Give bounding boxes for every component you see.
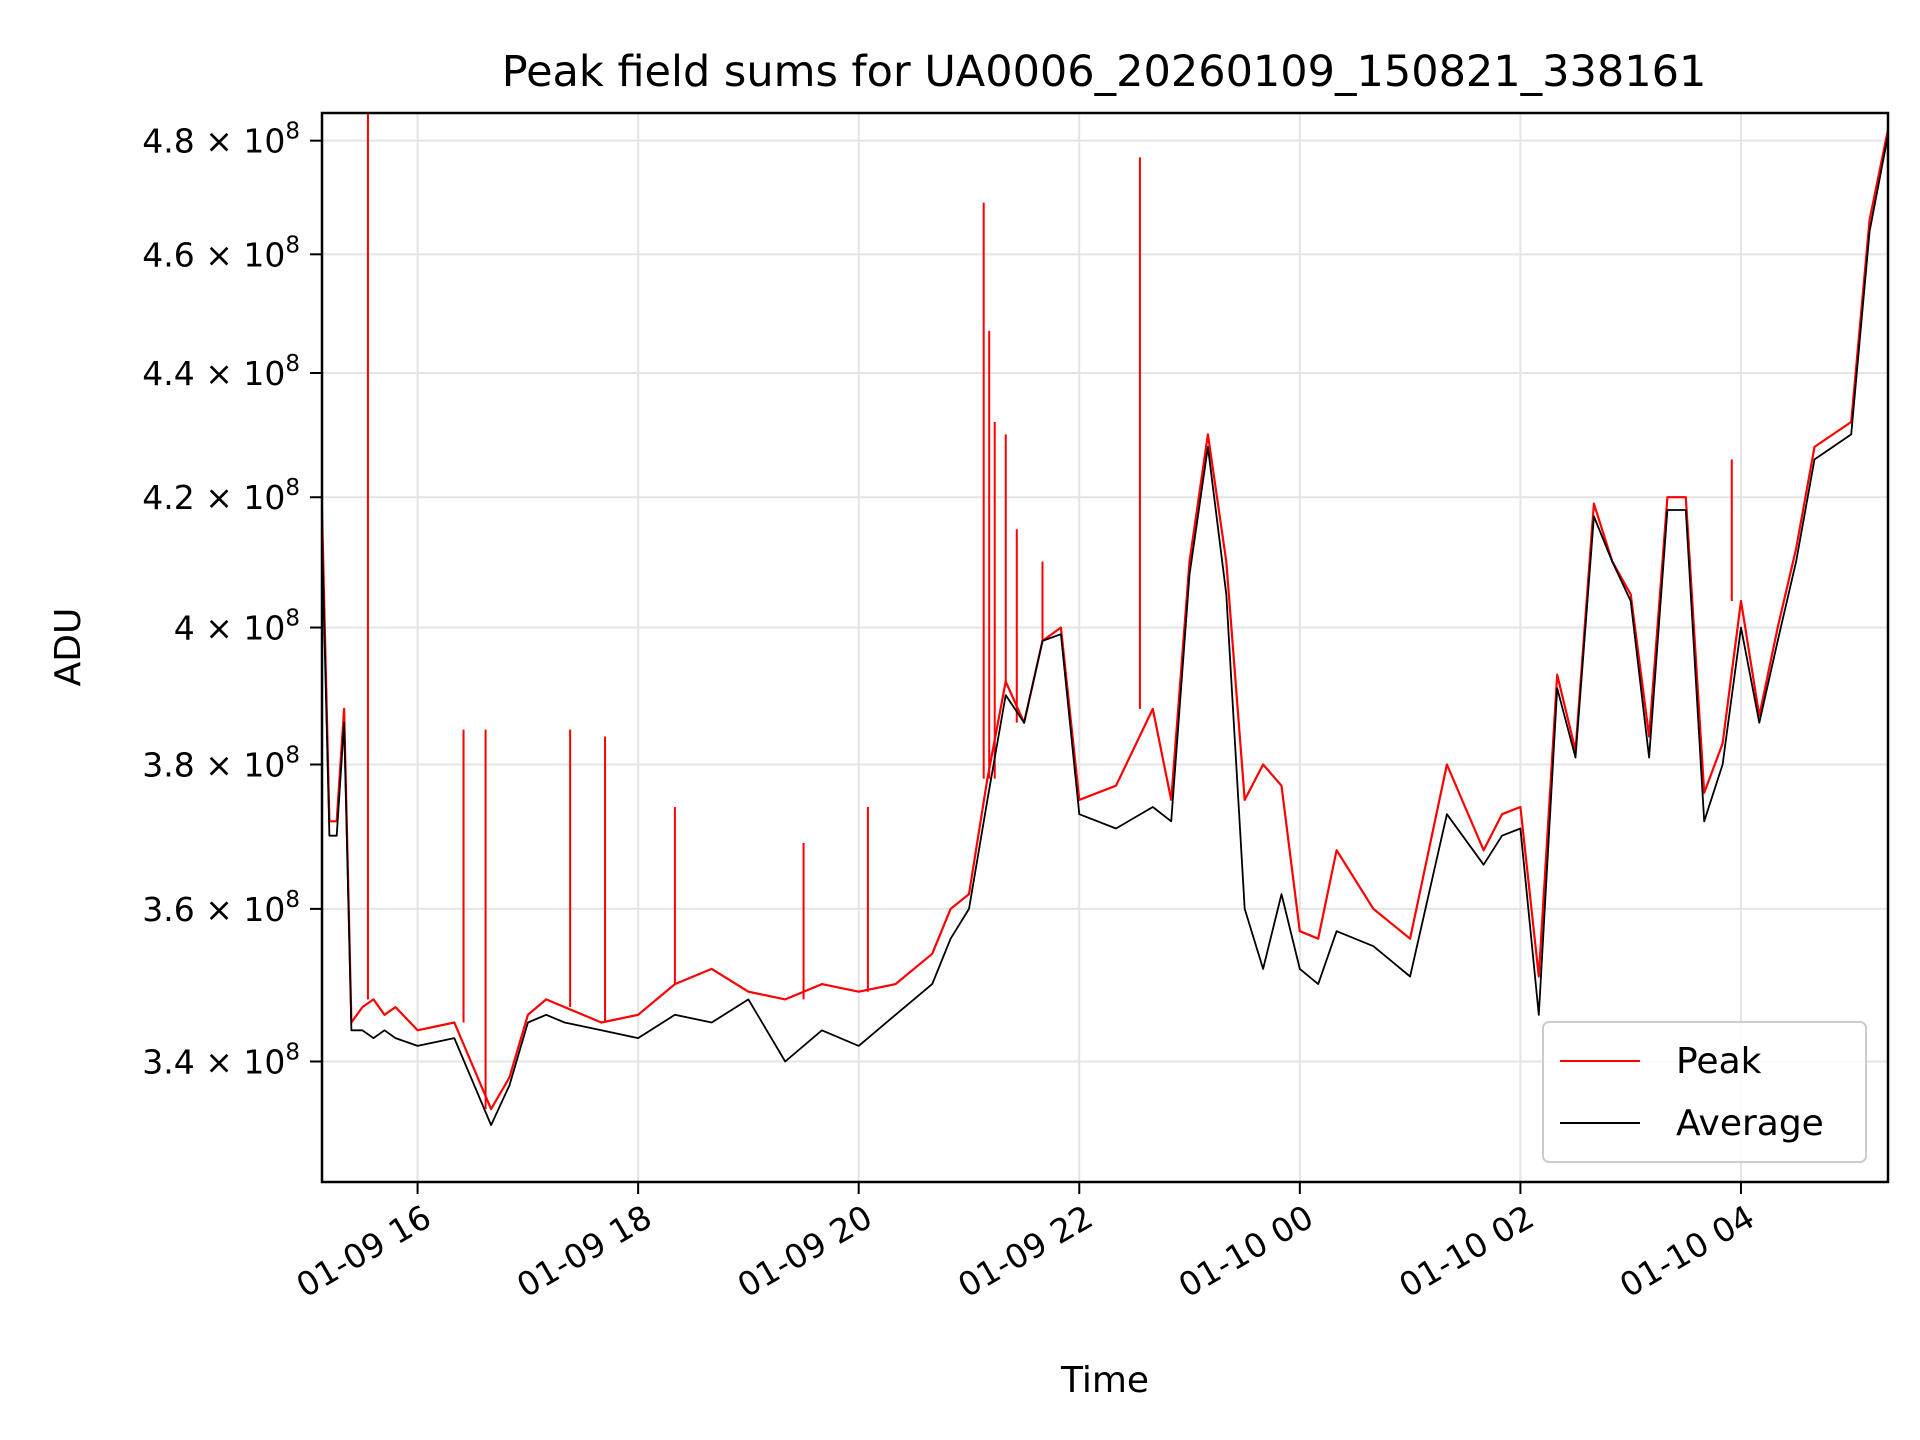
y-tick-label: 4.8 × 108 (142, 119, 300, 161)
series-line-peak (322, 129, 1888, 1111)
x-tick-label: 01-09 18 (510, 1197, 658, 1305)
y-tick-label: 4.6 × 108 (142, 232, 300, 274)
x-tick-label: 01-09 16 (290, 1197, 438, 1305)
legend-box (1542, 1021, 1867, 1163)
legend-label-average: Average (1676, 1103, 1824, 1144)
x-axis-ticks: 01-09 16 01-09 18 01-09 20 01-09 22 01-10 00… (290, 1182, 1761, 1305)
x-tick-label: 01-10 00 (1172, 1197, 1320, 1305)
x-tick-label: 01-10 04 (1613, 1197, 1761, 1305)
legend: Peak Average (1542, 1021, 1867, 1163)
y-axis-ticks: 3.4 × 108 3.6 × 108 3.8 × 108 4 × 108 4.2 × … (142, 119, 322, 1082)
y-tick-label: 4.2 × 108 (142, 475, 300, 517)
y-tick-label: 4.4 × 108 (142, 351, 300, 393)
y-tick-label: 4 × 108 (174, 606, 300, 648)
x-tick-label: 01-09 22 (951, 1197, 1099, 1305)
y-tick-label: 3.6 × 108 (142, 887, 300, 929)
x-axis-label: Time (1060, 1360, 1149, 1401)
plot-frame (320, 111, 1890, 1184)
legend-label-peak: Peak (1676, 1041, 1762, 1082)
x-tick-label: 01-09 20 (731, 1197, 879, 1305)
chart-title: Peak field sums for UA0006_20260109_1508… (502, 47, 1707, 97)
plot-lines (322, 113, 1888, 1126)
y-tick-label: 3.8 × 108 (142, 743, 300, 785)
series-line-average (322, 134, 1888, 1126)
gridlines (322, 113, 1888, 1182)
y-tick-label: 3.4 × 108 (142, 1040, 300, 1082)
y-axis-label: ADU (48, 608, 89, 687)
x-tick-label: 01-10 02 (1392, 1197, 1540, 1305)
